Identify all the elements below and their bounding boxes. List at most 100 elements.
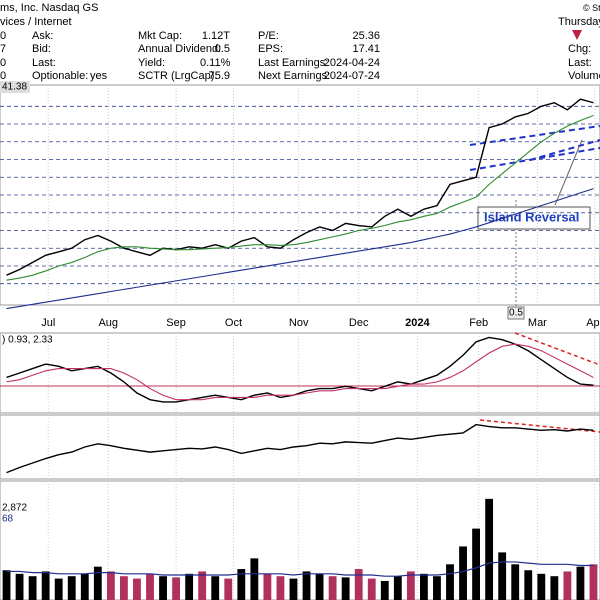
- volume-bar: [380, 580, 389, 600]
- volume-bar: [106, 571, 115, 600]
- volume-bar: [485, 498, 494, 600]
- volume-bar: [133, 578, 141, 600]
- field-value: 2024-04-24: [323, 57, 380, 69]
- volume-bar: [315, 573, 324, 600]
- volume-bar: [289, 578, 298, 600]
- annotation: Island Reversal: [484, 209, 579, 224]
- divergence-line: [514, 332, 600, 366]
- field-value: 25.36: [352, 30, 380, 42]
- field-label: Optionable:: [32, 70, 89, 82]
- volume-bar: [172, 577, 180, 600]
- trendline: [529, 139, 600, 161]
- field-value: 17.41: [352, 43, 380, 55]
- field-value: 1.12T: [201, 30, 230, 42]
- field-value: 2024-07-24: [323, 70, 380, 82]
- volume-bar: [472, 528, 480, 600]
- volume-bar: [459, 546, 467, 600]
- divergence-line: [479, 419, 600, 433]
- volume-bar: [537, 573, 546, 600]
- volume-bar: [263, 573, 272, 600]
- field-label: Annual Dividend:: [138, 43, 222, 55]
- volume-bar: [93, 566, 102, 600]
- field-label: P/E:: [258, 30, 279, 42]
- series-line: [6, 98, 594, 276]
- x-tick-label: Sep: [166, 317, 186, 329]
- annotation-arrow: [554, 139, 583, 206]
- volume-bar: [563, 571, 572, 600]
- volume-bar: [80, 573, 89, 600]
- volume-bar: [354, 569, 363, 600]
- field-label: Last:: [32, 57, 56, 69]
- left-value: 0: [0, 57, 7, 69]
- field-label: Last:: [568, 57, 592, 69]
- volume-bar: [41, 571, 50, 600]
- volume-bar: [146, 573, 154, 600]
- day: Thursday: [558, 16, 600, 28]
- volume-bar: [120, 576, 128, 600]
- price-label: 41.38: [2, 82, 27, 93]
- series-line: [6, 561, 594, 577]
- series-line: [6, 423, 594, 474]
- volume-panel: [0, 480, 600, 600]
- x-tick-label: Apr: [586, 317, 600, 329]
- volume-bar: [420, 573, 428, 600]
- volume-bar: [67, 576, 76, 600]
- volume-bar: [393, 576, 402, 600]
- field-value: 0.11%: [200, 57, 231, 69]
- sector: vices / Internet: [0, 16, 72, 28]
- series-line: [6, 115, 594, 281]
- volume-label: 2,872: [2, 503, 27, 514]
- volume-bar: [341, 577, 350, 600]
- volume-bar: [159, 576, 167, 600]
- volume-label: 68: [2, 514, 14, 525]
- volume-bar: [198, 571, 207, 600]
- x-tick-label: Feb: [469, 317, 488, 329]
- field-value: yes: [90, 70, 108, 82]
- volume-bar: [250, 558, 259, 600]
- marker-box: [507, 306, 525, 320]
- field-label: Yield:: [138, 57, 166, 69]
- macd-panel: [0, 332, 600, 414]
- x-tick-label: 2024: [405, 317, 430, 329]
- x-tick-label: Mar: [528, 317, 547, 329]
- field-label: Ask:: [32, 30, 54, 42]
- field-label: Bid:: [32, 43, 51, 55]
- x-tick-label: Aug: [98, 317, 118, 329]
- volume-bar: [576, 566, 585, 600]
- volume-bar: [54, 578, 63, 600]
- field-label: Volume: [568, 70, 600, 82]
- field-label: EPS:: [258, 43, 284, 55]
- volume-bar: [224, 578, 233, 600]
- volume-bar: [185, 573, 194, 600]
- series-line: [6, 343, 594, 401]
- volume-bar: [524, 570, 533, 600]
- macd-label: ) 0.93, 2.33: [2, 335, 53, 346]
- field-value: 0.5: [214, 43, 230, 55]
- series-line: [6, 336, 594, 403]
- x-tick-label: Jul: [41, 317, 55, 329]
- left-value: 0: [0, 30, 7, 42]
- volume-bar: [2, 570, 11, 600]
- copyright: © St: [583, 3, 600, 13]
- field-label: Chg:: [568, 43, 592, 55]
- left-value: 7: [0, 43, 7, 55]
- volume-bar: [328, 576, 337, 600]
- volume-bar: [237, 569, 246, 600]
- volume-bar: [302, 571, 311, 600]
- down-arrow: [572, 30, 582, 40]
- volume-bar: [15, 573, 24, 600]
- volume-bar: [498, 552, 507, 600]
- title: ms, Inc. Nasdaq GS: [0, 2, 99, 14]
- volume-bar: [446, 564, 454, 600]
- field-value: 75.9: [208, 70, 230, 82]
- series-line: [6, 188, 594, 310]
- field-label: Mkt Cap:: [138, 30, 183, 42]
- volume-bar: [433, 576, 441, 600]
- volume-bar: [511, 564, 520, 600]
- field-label: SCTR (LrgCap):: [138, 70, 218, 82]
- price-panel: [0, 84, 600, 306]
- volume-bar: [28, 576, 37, 600]
- volume-bar: [589, 564, 598, 600]
